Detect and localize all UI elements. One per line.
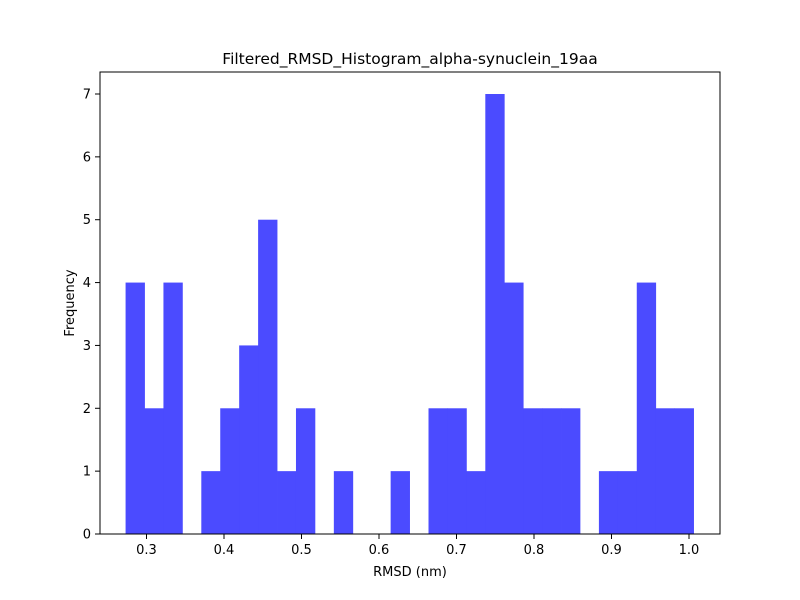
x-tick-label: 0.9	[601, 543, 622, 558]
histogram-bar	[447, 408, 467, 534]
y-axis-ticks: 0 1 2 3 4 5 6 7	[83, 88, 100, 543]
chart-title: Filtered_RMSD_Histogram_alpha-synuclein_…	[222, 50, 597, 69]
y-tick-label: 5	[83, 213, 91, 228]
x-tick-label: 0.7	[446, 543, 467, 558]
histogram-bar	[428, 408, 448, 534]
y-tick-label: 1	[83, 465, 91, 480]
y-axis-label: Frequency	[63, 269, 78, 336]
histogram-bar	[561, 408, 581, 534]
histogram-bar	[504, 282, 524, 534]
x-tick-label: 1.0	[679, 543, 700, 558]
histogram-bar	[333, 471, 354, 534]
x-tick-label: 0.6	[369, 543, 390, 558]
histogram-bar	[277, 471, 297, 534]
histogram-bar	[258, 219, 278, 534]
histogram-bar	[636, 282, 657, 534]
y-tick-label: 6	[83, 150, 91, 165]
bars-group	[125, 94, 694, 534]
histogram-bar	[523, 408, 543, 534]
x-axis-label: RMSD (nm)	[373, 565, 447, 580]
x-tick-label: 0.8	[524, 543, 545, 558]
y-tick-label: 7	[83, 88, 91, 103]
histogram-bar	[598, 471, 619, 534]
y-tick-label: 2	[83, 402, 91, 417]
histogram-bar	[201, 471, 221, 534]
histogram-bar	[125, 282, 145, 534]
histogram-bar	[144, 408, 164, 534]
y-tick-label: 3	[83, 339, 91, 354]
x-tick-label: 0.4	[214, 543, 235, 558]
plot-frame	[99, 71, 721, 535]
x-tick-label: 0.5	[291, 543, 312, 558]
histogram-bar	[542, 408, 562, 534]
histogram-bar	[485, 94, 505, 534]
histogram-bar	[220, 408, 240, 534]
x-tick-label: 0.3	[136, 543, 157, 558]
histogram-bar	[617, 471, 638, 534]
histogram-bar	[163, 282, 183, 534]
histogram-bar	[674, 408, 694, 534]
histogram-bar	[655, 408, 676, 534]
histogram-bar	[295, 408, 316, 534]
histogram-bar	[390, 471, 410, 534]
x-axis-ticks: 0.3 0.4 0.5 0.6 0.7 0.8 0.9 1.0	[136, 534, 699, 558]
histogram-bar	[239, 345, 259, 534]
histogram-bar	[466, 471, 486, 534]
y-tick-label: 0	[83, 528, 91, 543]
y-tick-label: 4	[83, 276, 91, 291]
